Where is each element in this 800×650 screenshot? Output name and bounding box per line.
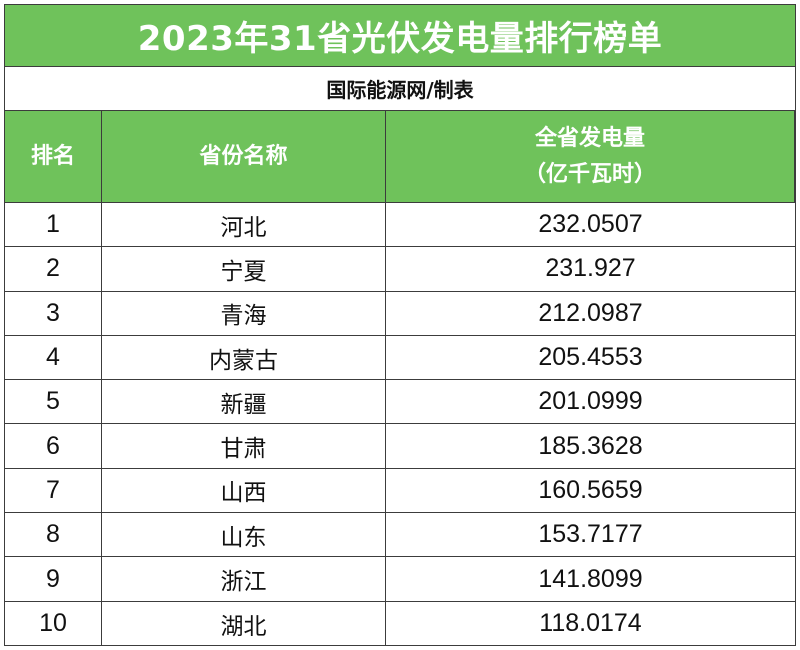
- header-power: 全省发电量 （亿千瓦时）: [386, 111, 795, 203]
- province-cell: 浙江: [102, 557, 386, 602]
- header-power-unit: （亿千瓦时）: [523, 161, 656, 187]
- rank-cell: 2: [5, 247, 102, 292]
- rank-cell: 3: [5, 291, 102, 336]
- province-cell: 青海: [102, 291, 386, 336]
- header-rank: 排名: [5, 111, 102, 203]
- ranking-grid: 排名 省份名称 全省发电量 （亿千瓦时） 1 河北 232.0507 2 宁夏 …: [5, 111, 795, 645]
- rank-cell: 10: [5, 601, 102, 645]
- power-cell: 232.0507: [386, 203, 795, 248]
- table-title: 2023年31省光伏发电量排行榜单: [5, 5, 795, 67]
- power-cell: 231.927: [386, 247, 795, 292]
- ranking-table-sheet: 2023年31省光伏发电量排行榜单 国际能源网/制表 排名 省份名称 全省发电量…: [4, 4, 796, 646]
- rank-cell: 6: [5, 424, 102, 469]
- rank-cell: 7: [5, 468, 102, 514]
- power-cell: 201.0999: [386, 380, 795, 425]
- province-cell: 湖北: [102, 601, 386, 645]
- rank-cell: 4: [5, 335, 102, 381]
- header-province: 省份名称: [102, 111, 386, 203]
- rank-cell: 1: [5, 203, 102, 248]
- rank-cell: 8: [5, 513, 102, 558]
- table-maker-note: 国际能源网/制表: [5, 67, 795, 111]
- province-cell: 内蒙古: [102, 335, 386, 381]
- province-cell: 甘肃: [102, 424, 386, 469]
- power-cell: 160.5659: [386, 469, 795, 514]
- province-cell: 宁夏: [102, 247, 386, 292]
- power-cell: 185.3628: [386, 424, 795, 469]
- header-province-label: 省份名称: [199, 143, 288, 169]
- rank-cell: 5: [5, 380, 102, 425]
- power-cell: 141.8099: [386, 557, 795, 602]
- power-cell: 212.0987: [386, 292, 795, 336]
- province-cell: 河北: [102, 203, 386, 248]
- province-cell: 山西: [102, 468, 386, 514]
- rank-cell: 9: [5, 557, 102, 602]
- header-power-label: 全省发电量: [534, 125, 645, 151]
- power-cell: 153.7177: [386, 513, 795, 558]
- power-cell: 118.0174: [539, 609, 642, 638]
- header-rank-label: 排名: [30, 143, 75, 169]
- province-cell: 山东: [102, 513, 386, 558]
- power-cell: 205.4553: [386, 336, 795, 381]
- province-cell: 新疆: [102, 380, 386, 425]
